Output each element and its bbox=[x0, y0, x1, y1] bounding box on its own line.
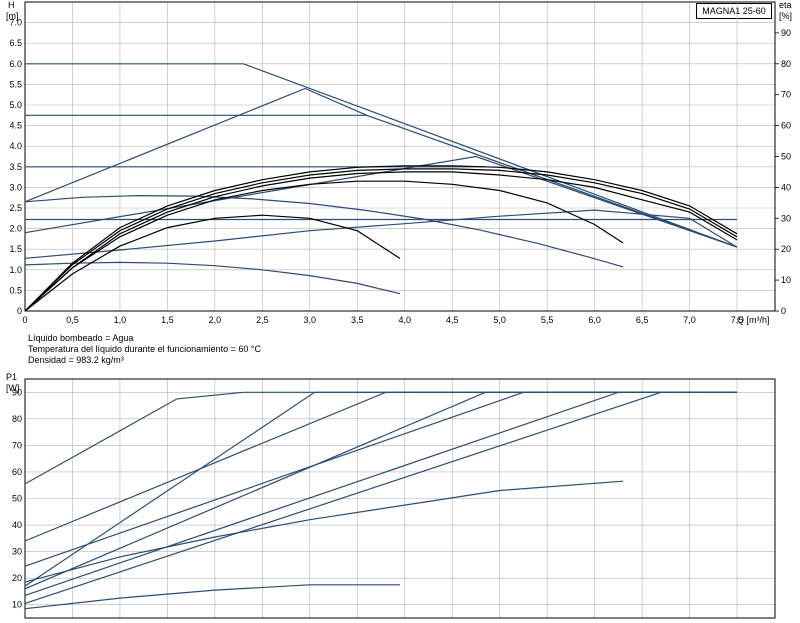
top-y2-tick-label: 0 bbox=[781, 306, 786, 316]
top-y2-axis-unit: [%] bbox=[779, 11, 792, 21]
top-x-tick-label: 6,0 bbox=[588, 315, 601, 325]
bottom-plot-frame bbox=[24, 378, 776, 619]
top-y-tick-label: 7.0 bbox=[9, 18, 22, 28]
top-y2-axis-title: eta bbox=[779, 0, 792, 10]
top-x-tick-label: 2,5 bbox=[256, 315, 269, 325]
top-x-tick-label: 5,0 bbox=[493, 315, 506, 325]
head-curve-6 bbox=[24, 194, 624, 268]
bottom-y-axis-unit: [W] bbox=[6, 383, 20, 393]
top-x-tick-label: 1,0 bbox=[114, 315, 127, 325]
top-y-tick-label: 5.0 bbox=[9, 100, 22, 110]
top-x-tick-label: 2,0 bbox=[209, 315, 222, 325]
top-x-tick-label: 3,5 bbox=[351, 315, 364, 325]
bottom-y-tick-label: 90 bbox=[12, 387, 22, 397]
top-y2-tick-label: 70 bbox=[781, 90, 791, 100]
top-y2-tick-label: 80 bbox=[781, 59, 791, 69]
top-y-axis-title: H bbox=[8, 0, 15, 10]
top-y2-tick-label: 90 bbox=[781, 28, 791, 38]
efficiency-curve-4 bbox=[24, 165, 738, 312]
top-y-tick-label: 4.0 bbox=[9, 141, 22, 151]
top-y2-tick-label: 50 bbox=[781, 152, 791, 162]
efficiency-curve-2 bbox=[24, 171, 738, 312]
top-x-tick-label: 7,5 bbox=[731, 315, 744, 325]
top-x-tick-label: 4,5 bbox=[446, 315, 459, 325]
efficiency-curve-3 bbox=[24, 168, 738, 312]
head-curve-7 bbox=[24, 261, 401, 295]
bottom-y-tick-label: 70 bbox=[12, 440, 22, 450]
info-line-temperature: Temperatura del líquido durante el funci… bbox=[28, 344, 261, 354]
top-x-tick-label: 3,0 bbox=[304, 315, 317, 325]
bottom-y-tick-label: 20 bbox=[12, 573, 22, 583]
head-curve-8 bbox=[24, 209, 738, 259]
top-y-tick-label: 0 bbox=[17, 306, 22, 316]
top-y-tick-label: 0.5 bbox=[9, 285, 22, 295]
efficiency-curve-0 bbox=[24, 214, 401, 312]
info-line-density: Densidad = 983.2 kg/m³ bbox=[28, 355, 124, 365]
info-line-liquid: Líquido bombeado = Agua bbox=[28, 333, 134, 343]
top-y2-tick-label: 60 bbox=[781, 121, 791, 131]
head-curve-3 bbox=[24, 155, 738, 248]
top-y2-tick-label: 10 bbox=[781, 275, 791, 285]
top-y2-tick-label: 30 bbox=[781, 213, 791, 223]
top-x-tick-label: 0,5 bbox=[66, 315, 79, 325]
top-y-tick-label: 6.0 bbox=[9, 59, 22, 69]
bottom-y-tick-label: 40 bbox=[12, 520, 22, 530]
top-y-tick-label: 6.5 bbox=[9, 38, 22, 48]
top-x-tick-label: 1,5 bbox=[161, 315, 174, 325]
top-y2-tick-label: 40 bbox=[781, 182, 791, 192]
top-y-axis-unit: [m] bbox=[6, 11, 19, 21]
bottom-y-axis-title: P1 bbox=[6, 372, 17, 382]
top-plot-frame bbox=[24, 1, 776, 312]
power-curve-8 bbox=[24, 584, 400, 610]
top-y-tick-label: 5.5 bbox=[9, 79, 22, 89]
power-curve-1 bbox=[24, 391, 737, 587]
top-x-tick-label: 5,5 bbox=[541, 315, 554, 325]
top-y-tick-label: 2.5 bbox=[9, 203, 22, 213]
model-label: MAGNA1 25-60 bbox=[696, 3, 772, 19]
bottom-y-tick-label: 10 bbox=[12, 600, 22, 610]
top-y-tick-label: 3.5 bbox=[9, 162, 22, 172]
power-curve-0 bbox=[24, 391, 737, 485]
bottom-y-tick-label: 80 bbox=[12, 414, 22, 424]
top-y-tick-label: 1.5 bbox=[9, 244, 22, 254]
head-curve-0 bbox=[25, 63, 738, 248]
power-curve-5 bbox=[24, 391, 737, 596]
power-curve-4 bbox=[24, 391, 737, 567]
top-x-axis-title: Q [m³/h] bbox=[737, 315, 770, 325]
top-x-tick-label: 7,0 bbox=[683, 315, 696, 325]
top-y2-tick-label: 20 bbox=[781, 244, 791, 254]
top-x-tick-label: 4,0 bbox=[398, 315, 411, 325]
efficiency-curve-1 bbox=[24, 180, 624, 312]
power-curve-7 bbox=[24, 480, 624, 583]
top-y-tick-label: 1.0 bbox=[9, 265, 22, 275]
top-y-tick-label: 2.0 bbox=[9, 224, 22, 234]
power-curve-2 bbox=[24, 391, 737, 542]
head-curve-1 bbox=[24, 87, 738, 248]
top-y-tick-label: 4.5 bbox=[9, 121, 22, 131]
bottom-y-tick-label: 50 bbox=[12, 494, 22, 504]
bottom-y-tick-label: 60 bbox=[12, 467, 22, 477]
top-y-tick-label: 3.0 bbox=[9, 182, 22, 192]
top-x-tick-label: 0 bbox=[22, 315, 27, 325]
top-x-tick-label: 6,5 bbox=[636, 315, 649, 325]
bottom-y-tick-label: 30 bbox=[12, 547, 22, 557]
